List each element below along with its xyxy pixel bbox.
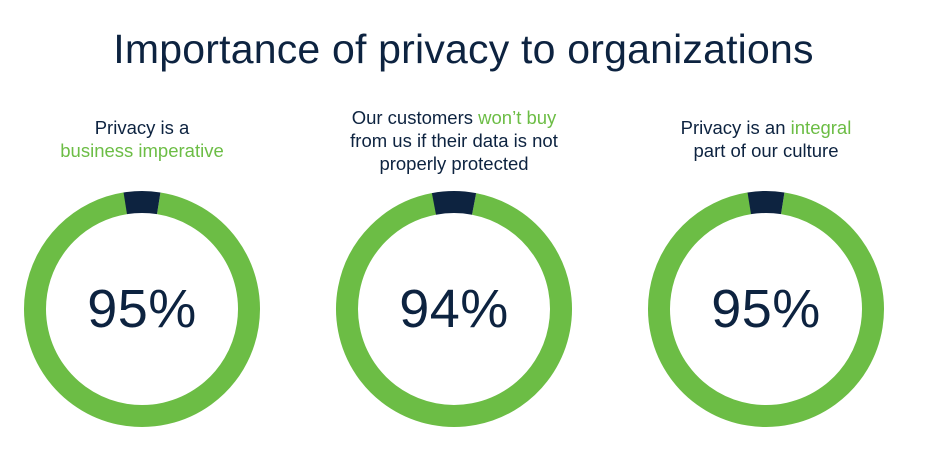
donut-chart [648, 191, 884, 427]
caption-highlight: integral [790, 117, 852, 138]
donut-chart [24, 191, 260, 427]
caption-line: business imperative [17, 139, 267, 162]
stat-caption: Privacy is a business imperative [17, 116, 267, 162]
caption-line: Privacy is a [17, 116, 267, 139]
caption-highlight: business imperative [60, 140, 224, 161]
caption-text: Our customers [351, 107, 479, 128]
page-title: Importance of privacy to organizations [113, 26, 814, 72]
stat-caption: Privacy is an integral part of our cultu… [641, 116, 891, 162]
donut-slice-remainder [648, 191, 884, 427]
caption-text: part of our culture [693, 140, 839, 161]
stat-caption: Our customers won’t buy from us if their… [329, 106, 579, 175]
caption-line: part of our culture [641, 139, 891, 162]
caption-text: Privacy is an [680, 117, 791, 138]
stat-panel-wont-buy: Our customers won’t buy from us if their… [329, 0, 579, 450]
caption-line: properly protected [329, 152, 579, 175]
donut-slice-remainder [24, 191, 260, 427]
caption-text: properly protected [379, 153, 529, 174]
caption-text: from us if their data is not [350, 130, 558, 151]
caption-text: Privacy is a [94, 117, 190, 138]
percent-value: 94% [399, 279, 509, 339]
percent-value: 95% [87, 279, 197, 339]
caption-line: from us if their data is not [329, 129, 579, 152]
donut-slice-remainder [336, 191, 572, 427]
stat-panel-business-imperative: Privacy is a business imperative 95% [17, 0, 267, 450]
percent-value: 95% [711, 279, 821, 339]
caption-highlight: won’t buy [478, 107, 557, 128]
donut-chart [336, 191, 572, 427]
caption-line: Our customers won’t buy [329, 106, 579, 129]
stat-panel-integral-culture: Privacy is an integral part of our cultu… [641, 0, 891, 450]
caption-line: Privacy is an integral [641, 116, 891, 139]
